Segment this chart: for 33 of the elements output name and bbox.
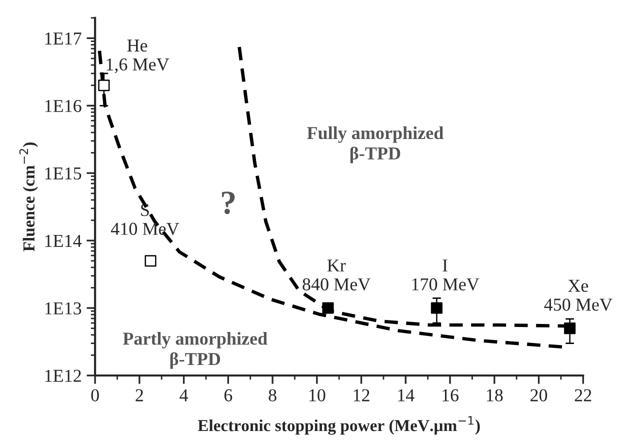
x-tick-label: 0 <box>91 389 99 402</box>
x-tick-label: 16 <box>442 389 459 402</box>
annotation: He 1,6 MeV <box>106 40 170 74</box>
annotation: Xe 450 MeV <box>544 280 612 311</box>
y-axis-title: Fluence (cm$^{−2}$) <box>19 142 38 252</box>
x-tick-label: 12 <box>354 389 370 402</box>
x-tick-label: 2 <box>136 389 143 402</box>
x-tick-label: 18 <box>486 389 503 402</box>
point <box>564 322 576 334</box>
annotation: Partly amorphized β-TPD <box>122 332 268 369</box>
y-tick-label: 1E13 <box>45 302 82 314</box>
y-tick-label: 1E14 <box>45 234 82 247</box>
point <box>98 80 110 92</box>
y-tick-label: 1E16 <box>45 100 82 112</box>
x-tick-label: 14 <box>398 389 414 402</box>
annotation: S 410 MeV <box>110 204 180 236</box>
annotation: I 170 MeV <box>412 260 480 291</box>
x-tick-label: 22 <box>574 389 592 402</box>
point <box>430 302 442 314</box>
y-tick-label: 1E17 <box>45 32 82 44</box>
x-tick-label: 6 <box>224 389 232 402</box>
annotation: Kr 840 MeV <box>302 260 370 291</box>
x-tick-label: 10 <box>309 389 326 402</box>
point <box>144 255 156 267</box>
x-tick-label: 8 <box>268 389 276 402</box>
y-tick-label: 1E15 <box>45 167 82 180</box>
annotation: ? <box>222 192 235 214</box>
y-tick-label: 1E12 <box>45 370 81 382</box>
point <box>322 302 334 314</box>
x-tick-label: 20 <box>530 389 548 402</box>
annotation: Fully amorphized β-TPD <box>307 126 444 164</box>
x-axis-title: Electronic stopping power (MeV.µm$^{−1}$) <box>198 416 480 435</box>
x-tick-label: 4 <box>180 389 188 402</box>
